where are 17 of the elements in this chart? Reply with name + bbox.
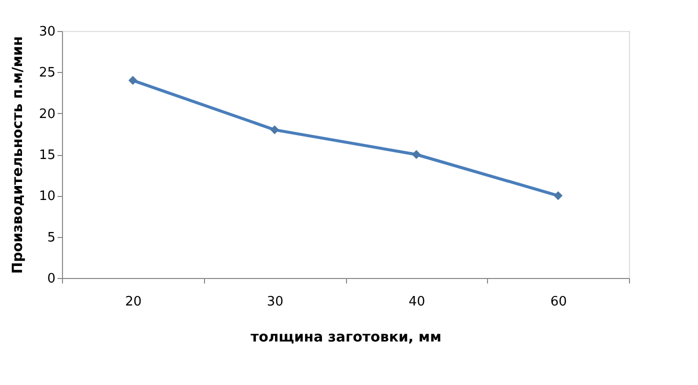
y-tick-label: 5 [47, 230, 56, 246]
x-tick-label: 20 [125, 294, 142, 310]
x-tick-label: 60 [550, 294, 567, 310]
x-axis-title: толщина заготовки, мм [250, 330, 442, 346]
x-tick-label: 30 [266, 294, 284, 310]
y-tick-label: 0 [47, 272, 56, 286]
point [554, 191, 563, 200]
y-tick-label: 30 [38, 24, 56, 40]
y-tick-label: 20 [38, 106, 56, 122]
y-axis-title: Производительность п.м/мин [10, 36, 26, 274]
y-tick-label: 15 [38, 148, 56, 163]
y-tick-label: 25 [38, 66, 56, 81]
point [270, 125, 280, 134]
point [412, 150, 421, 159]
y-tick-label: 10 [38, 189, 56, 204]
x-tick-label: 40 [408, 294, 426, 310]
point [128, 76, 138, 85]
